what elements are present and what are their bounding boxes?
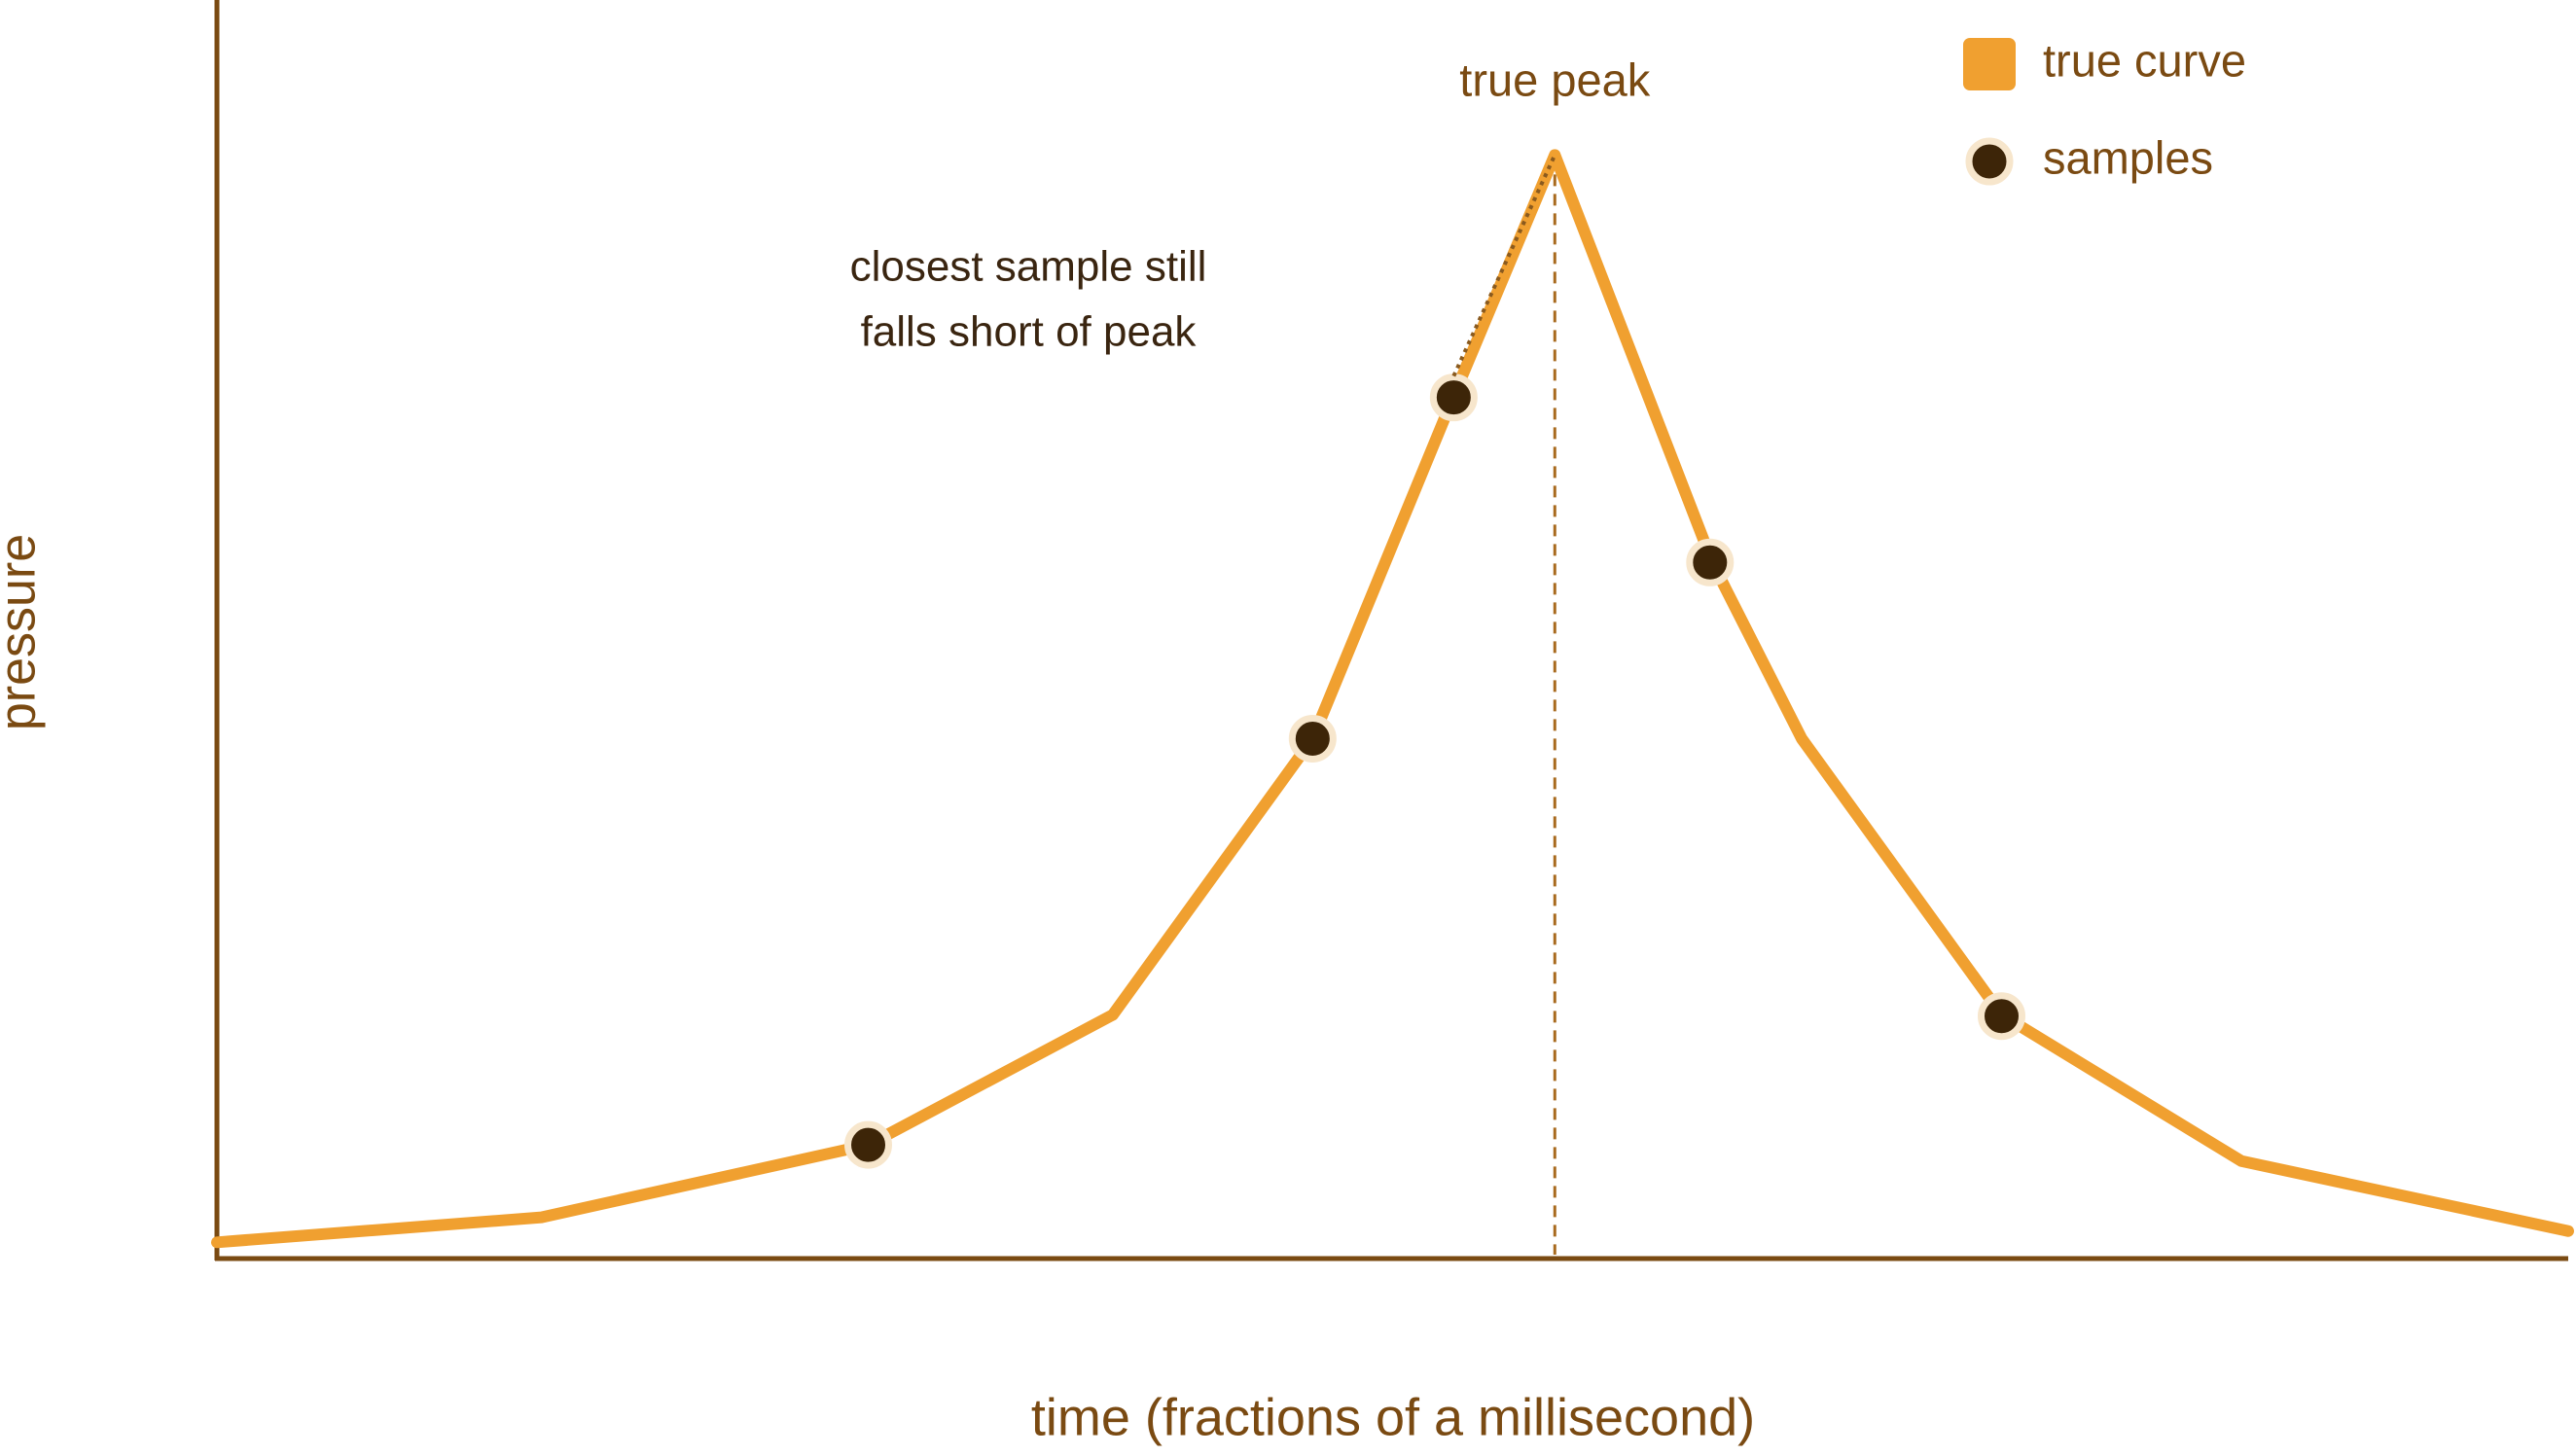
true-curve-line [211, 149, 2574, 1249]
sample-annotation: falls short of peak [861, 308, 1198, 356]
legend-label: samples [2043, 131, 2213, 183]
x-axis-label: time (fractions of a millisecond) [1031, 1388, 1755, 1446]
y-axis-label: pressure [0, 534, 47, 730]
sample-point [1288, 714, 1337, 763]
sample-point [1429, 373, 1478, 422]
sample-point [1686, 538, 1735, 586]
sample-point [844, 1120, 893, 1169]
legend-label: true curve [2043, 34, 2246, 86]
legend-swatch [1963, 38, 2016, 90]
legend-swatch [1965, 137, 2014, 186]
sample-point [1978, 992, 2026, 1041]
peak-annotation: true peak [1459, 53, 1650, 105]
sample-annotation: closest sample still [850, 243, 1207, 291]
closest-sample-link [1451, 154, 1557, 377]
